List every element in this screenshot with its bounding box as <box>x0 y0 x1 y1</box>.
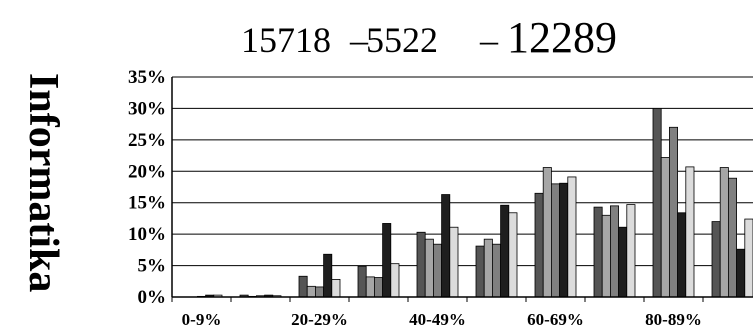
bar <box>373 277 383 298</box>
x-tick-label: 60-69% <box>527 310 584 329</box>
y-tick-label: 35% <box>128 67 166 88</box>
bar <box>357 265 367 298</box>
bar <box>441 194 451 298</box>
bar <box>449 226 459 298</box>
y-tick-label: 20% <box>128 161 166 182</box>
bar <box>500 204 510 298</box>
bar <box>626 204 636 298</box>
bar <box>567 176 577 298</box>
bar <box>298 275 308 298</box>
x-tick-label: 0-9% <box>182 310 222 329</box>
bar <box>593 206 603 298</box>
bar <box>728 177 738 298</box>
bar <box>416 231 426 298</box>
chart-title-part: 5522 <box>366 20 438 60</box>
bar <box>331 278 341 298</box>
axes <box>171 77 753 302</box>
x-tick-labels: 0-9% 20-29% 40-49% 60-69% 80-89% <box>182 310 702 329</box>
y-tick-label: 5% <box>138 256 167 277</box>
bar <box>542 167 552 298</box>
bar <box>601 214 611 298</box>
bar <box>365 276 375 298</box>
bar <box>382 223 392 298</box>
bar <box>534 192 544 298</box>
y-tick-labels: 0% 5% 10% 15% 20% 25% 30% 35% <box>128 67 166 308</box>
chart-title-part: 12289 <box>507 13 617 62</box>
x-tick-label: 80-89% <box>645 310 702 329</box>
bar <box>669 126 679 298</box>
bar <box>559 182 569 298</box>
bar <box>323 253 333 298</box>
bar <box>390 263 400 298</box>
bar <box>711 221 721 298</box>
bar <box>660 157 670 298</box>
chart-title-dash: – <box>479 20 499 60</box>
y-tick-label: 30% <box>128 98 166 119</box>
bar <box>677 212 687 298</box>
bar <box>618 226 628 298</box>
bar <box>483 238 493 298</box>
y-tick-label: 25% <box>128 130 166 151</box>
y-tick-label: 10% <box>128 224 166 245</box>
bar <box>432 243 442 298</box>
bar <box>306 285 316 298</box>
bar <box>475 245 485 298</box>
bar <box>744 218 753 298</box>
bar <box>424 238 434 298</box>
bar <box>491 243 501 298</box>
chart-title-dash: – <box>349 20 369 60</box>
bar <box>314 286 324 298</box>
bar <box>610 205 620 298</box>
bar <box>551 183 561 298</box>
bar <box>719 167 729 298</box>
bar <box>508 212 518 298</box>
y-tick-label: 15% <box>128 193 166 214</box>
bar <box>736 248 746 298</box>
chart-title-part: 15718 <box>241 20 331 60</box>
bars <box>196 108 753 298</box>
y-axis-label: Informatika <box>20 73 66 292</box>
x-tick-label: 20-29% <box>291 310 348 329</box>
y-tick-label: 0% <box>138 287 167 308</box>
bar <box>685 166 695 298</box>
bar <box>652 108 662 298</box>
x-tick-label: 40-49% <box>409 310 466 329</box>
